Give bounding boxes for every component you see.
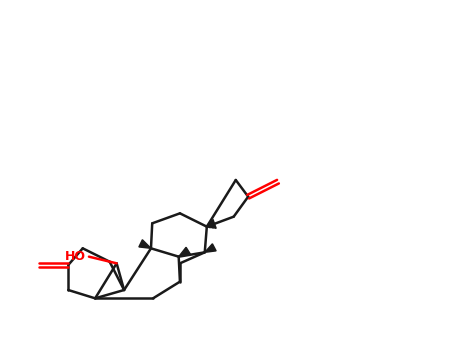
Polygon shape [179,247,190,257]
Polygon shape [205,244,216,252]
Polygon shape [139,240,151,248]
Text: HO: HO [65,250,86,263]
